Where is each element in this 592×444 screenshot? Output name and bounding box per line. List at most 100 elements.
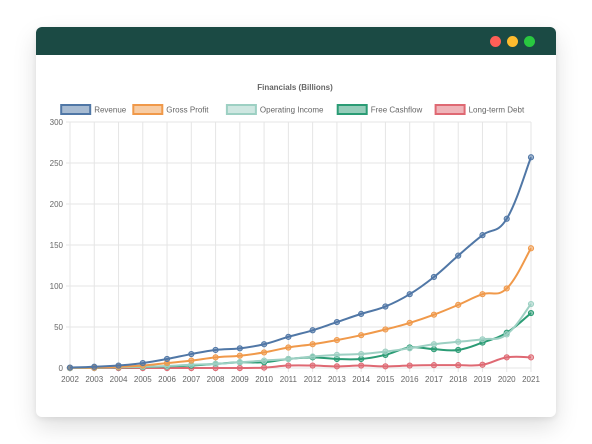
data-point <box>358 362 365 369</box>
data-point <box>115 362 122 369</box>
data-point <box>236 345 243 352</box>
legend-label: Long-term Debt <box>469 106 525 115</box>
data-point <box>285 333 292 340</box>
data-point <box>188 357 195 364</box>
data-point <box>261 341 268 348</box>
x-tick-label: 2007 <box>182 375 200 384</box>
close-button[interactable] <box>490 36 501 47</box>
data-point <box>309 362 316 369</box>
data-point <box>527 354 535 361</box>
data-point <box>455 301 462 308</box>
y-axis: 0 50 100 150 200 250 300 <box>50 118 64 373</box>
data-point <box>382 348 389 355</box>
data-point <box>358 332 365 339</box>
data-point <box>430 311 438 318</box>
legend-swatch <box>434 104 466 115</box>
data-point <box>91 363 98 370</box>
legend-label: Gross Profit <box>166 106 209 115</box>
data-point <box>333 318 340 326</box>
data-point <box>527 300 535 308</box>
line-chart: Financials (Billions) Revenue Gross Profi… <box>50 83 541 384</box>
x-tick-label: 2010 <box>255 375 273 384</box>
y-tick-label: 250 <box>50 159 64 168</box>
data-point <box>455 338 462 345</box>
data-point <box>358 310 365 317</box>
series-line-revenue <box>69 156 532 369</box>
minimize-button[interactable] <box>507 36 518 47</box>
data-point <box>333 363 340 370</box>
series-revenue <box>66 154 535 371</box>
y-tick-label: 50 <box>54 323 63 332</box>
data-point <box>406 362 413 369</box>
x-tick-label: 2021 <box>522 375 540 384</box>
data-point <box>261 364 268 371</box>
y-tick-label: 150 <box>50 241 64 250</box>
data-point <box>503 215 510 222</box>
data-point <box>527 245 535 252</box>
legend-label: Free Cashflow <box>371 106 423 115</box>
data-point <box>261 349 268 356</box>
data-point <box>236 359 243 366</box>
data-point <box>236 352 243 359</box>
data-point <box>139 359 146 367</box>
x-tick-label: 2002 <box>61 375 79 384</box>
x-tick-label: 2009 <box>231 375 249 384</box>
data-point <box>66 364 74 371</box>
data-point <box>382 326 389 333</box>
x-tick-label: 2012 <box>304 375 322 384</box>
data-point <box>406 291 413 298</box>
data-point <box>309 327 316 334</box>
x-tick-label: 2006 <box>158 375 176 384</box>
x-tick-label: 2013 <box>328 375 346 384</box>
y-tick-label: 200 <box>50 200 64 209</box>
y-tick-label: 0 <box>59 364 64 373</box>
legend-swatch <box>225 104 257 115</box>
legend-item: Operating Income <box>225 104 324 115</box>
data-point <box>309 353 316 360</box>
legend-swatch <box>336 104 368 115</box>
data-point <box>503 331 510 338</box>
data-point <box>358 350 365 358</box>
data-point <box>479 232 486 239</box>
data-point <box>406 319 413 326</box>
data-point <box>285 344 292 351</box>
legend-item: Free Cashflow <box>336 104 423 115</box>
data-point <box>455 362 462 369</box>
chart-card: Financials (Billions) Revenue Gross Profi… <box>36 27 556 417</box>
data-point <box>212 346 219 354</box>
data-point <box>527 309 535 317</box>
y-tick-label: 300 <box>50 118 64 127</box>
legend-swatch <box>132 104 164 115</box>
data-point <box>479 336 486 343</box>
chart-series <box>66 154 535 372</box>
data-point <box>479 361 486 368</box>
series-line-operating-income <box>69 303 532 369</box>
data-point <box>333 337 340 344</box>
data-point <box>358 355 365 363</box>
legend-label: Operating Income <box>260 106 324 115</box>
x-tick-label: 2017 <box>425 375 443 384</box>
window-titlebar <box>36 27 556 55</box>
chart-title: Financials (Billions) <box>257 83 333 92</box>
x-tick-label: 2014 <box>352 375 370 384</box>
x-tick-label: 2016 <box>401 375 419 384</box>
x-tick-label: 2018 <box>449 375 467 384</box>
data-point <box>382 363 389 370</box>
data-point <box>479 291 486 298</box>
data-point <box>309 341 316 348</box>
maximize-button[interactable] <box>524 36 535 47</box>
data-point <box>503 285 510 292</box>
x-tick-label: 2005 <box>134 375 152 384</box>
legend-item: Gross Profit <box>132 104 209 115</box>
data-point <box>527 154 535 161</box>
series-gross-profit <box>66 245 535 371</box>
data-point <box>430 341 438 348</box>
data-point <box>188 350 195 358</box>
data-point <box>212 354 219 361</box>
data-point <box>430 273 438 281</box>
data-point <box>406 345 413 352</box>
data-point <box>503 354 510 361</box>
x-tick-label: 2008 <box>207 375 225 384</box>
data-point <box>430 346 438 353</box>
data-point <box>382 303 389 310</box>
